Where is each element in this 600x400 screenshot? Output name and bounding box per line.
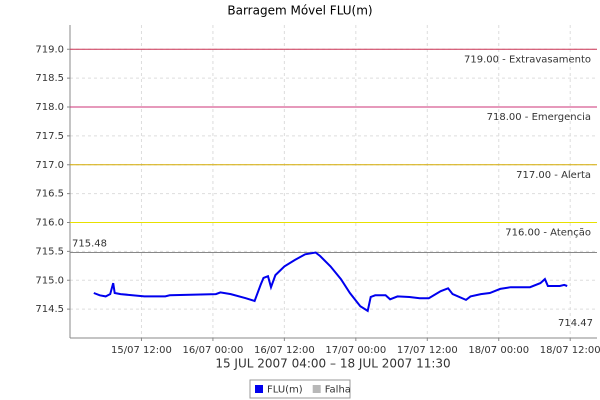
threshold-label: 718.00 - Emergencia	[487, 112, 591, 123]
y-tick-label: 718.0	[35, 102, 64, 113]
legend-label: FLU(m)	[267, 385, 303, 396]
x-axis-label: 15 JUL 2007 04:00 – 18 JUL 2007 11:30	[215, 357, 450, 371]
y-tick-label: 717.0	[35, 160, 64, 171]
y-tick-label: 718.5	[35, 73, 64, 84]
x-tick-label: 18/07 12:00	[540, 345, 600, 356]
max-label: 715.48	[72, 239, 107, 250]
x-tick-label: 16/07 00:00	[183, 345, 244, 356]
y-tick-label: 714.5	[35, 304, 64, 315]
chart-title: Barragem Móvel FLU(m)	[227, 4, 372, 18]
y-tick-label: 715.5	[35, 246, 64, 257]
threshold-label: 719.00 - Extravasamento	[464, 54, 591, 65]
plot-area	[70, 25, 597, 338]
x-tick-label: 17/07 12:00	[397, 345, 458, 356]
x-tick-label: 18/07 00:00	[468, 345, 529, 356]
x-tick-label: 17/07 00:00	[325, 345, 386, 356]
min-label: 714.47	[558, 318, 593, 329]
threshold-label: 716.00 - Atenção	[505, 228, 591, 239]
legend-swatch	[312, 385, 321, 393]
y-tick-label: 716.0	[35, 218, 64, 229]
y-tick-label: 716.5	[35, 189, 64, 200]
x-tick-label: 16/07 12:00	[254, 345, 315, 356]
y-tick-label: 719.0	[35, 44, 64, 55]
legend-swatch	[255, 385, 263, 393]
y-tick-label: 715.0	[35, 275, 64, 286]
legend-label: Falha	[325, 385, 351, 396]
data-line	[93, 251, 568, 313]
threshold-label: 717.00 - Alerta	[516, 170, 591, 181]
y-tick-label: 717.5	[35, 131, 64, 142]
legend-box	[249, 379, 351, 399]
x-tick-label: 15/07 12:00	[111, 345, 172, 356]
